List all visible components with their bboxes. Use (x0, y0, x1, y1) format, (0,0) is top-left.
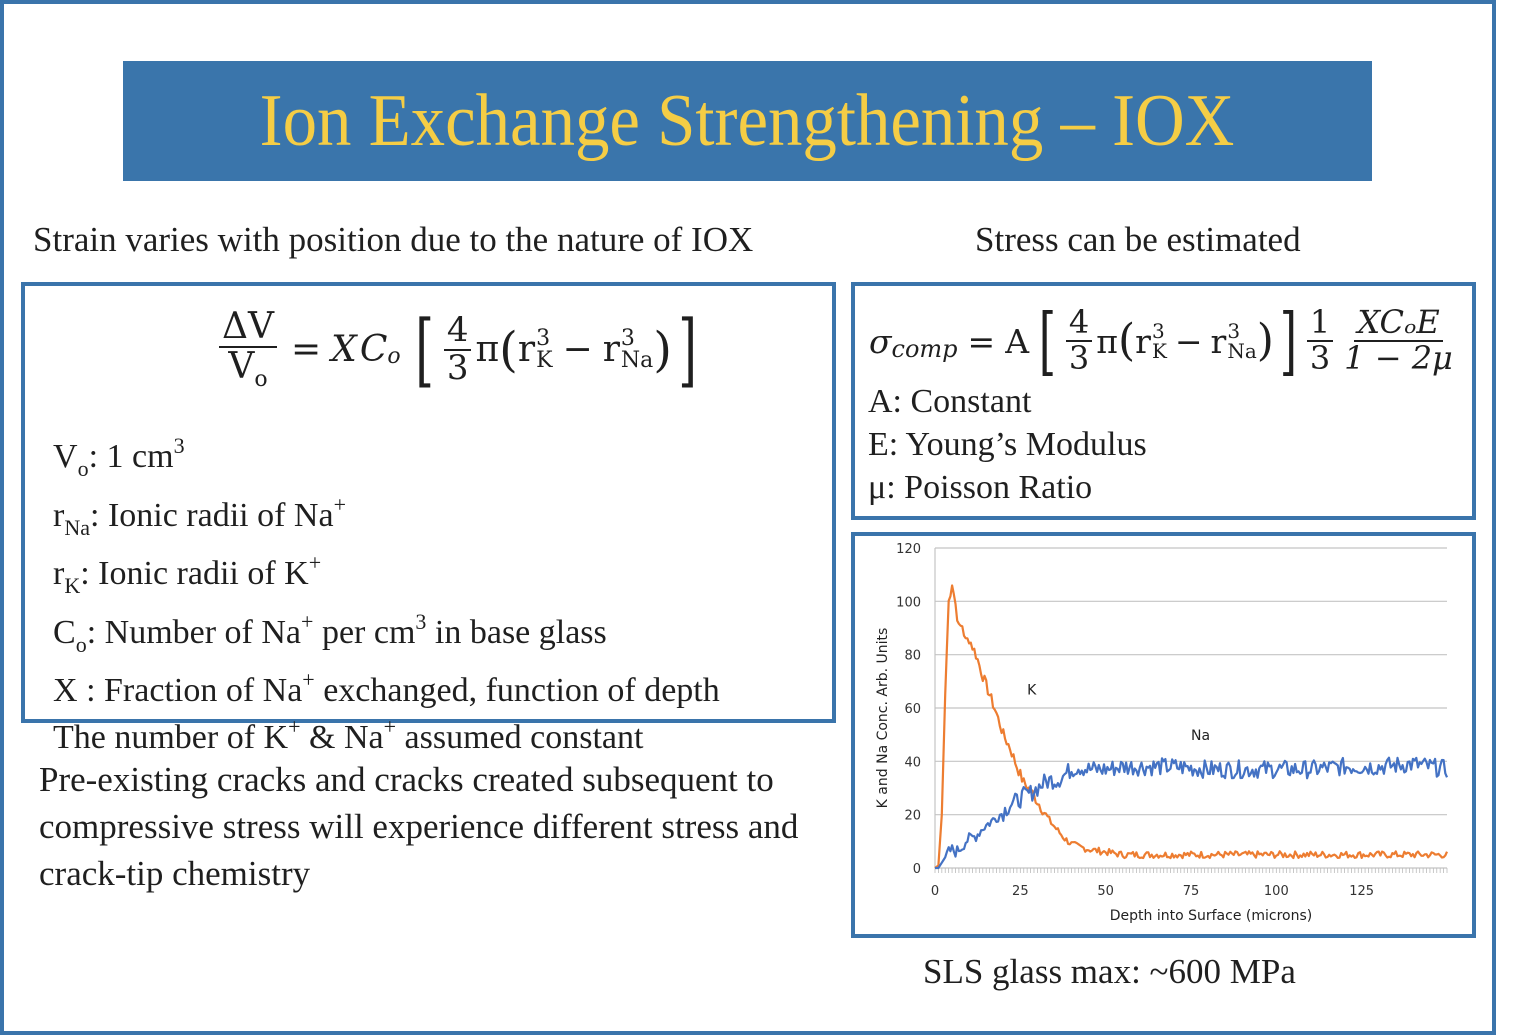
svg-text:100: 100 (896, 595, 921, 610)
title-banner: Ion Exchange Strengthening – IOX (123, 61, 1372, 181)
definition-constant: The number of K+ & Na+ assumed constant (53, 713, 644, 756)
definition-rk: rK: Ionic radii of K+ (53, 550, 322, 599)
svg-text:50: 50 (1097, 884, 1114, 899)
svg-text:40: 40 (904, 755, 921, 770)
chart-axes (934, 548, 1448, 873)
dv-over-vo: ΔV Vo (219, 308, 277, 391)
strain-definitions: Vo: 1 cm3 rNa: Ionic radii of Na+ rK: Io… (53, 434, 720, 761)
definition-x: X : Fraction of Na+ exchanged, function … (53, 667, 720, 710)
definition-vo: Vo: 1 cm3 (53, 433, 185, 482)
right-heading: Stress can be estimated (975, 220, 1301, 259)
svg-text:75: 75 (1183, 884, 1200, 899)
chart-gridlines (935, 547, 1447, 816)
svg-text:25: 25 (1012, 884, 1029, 899)
slide-title: Ion Exchange Strengthening – IOX (260, 79, 1235, 162)
chart-tick-labels: 0 20 40 60 80 100 120 0 25 50 75 100 125 (896, 542, 1374, 899)
svg-text:125: 125 (1349, 884, 1374, 899)
svg-text:120: 120 (896, 542, 921, 557)
svg-text:0: 0 (931, 884, 939, 899)
k-series-line (934, 584, 1449, 869)
svg-text:20: 20 (904, 809, 921, 824)
y-axis-label: K and Na Conc. Arb. Units (875, 628, 891, 809)
svg-text:60: 60 (904, 702, 921, 717)
svg-text:100: 100 (1264, 884, 1289, 899)
definition-a: A: Constant (868, 383, 1032, 420)
svg-text:0: 0 (913, 862, 921, 877)
na-series-line (935, 756, 1449, 870)
definition-mu: μ: Poisson Ratio (868, 469, 1093, 506)
stress-definitions: A: Constant E: Young’s Modulus μ: Poisso… (868, 380, 1147, 509)
k-series-label: K (1027, 683, 1037, 699)
sls-glass-max-note: SLS glass max: ~600 MPa (923, 952, 1296, 991)
concentration-chart-box: 0 20 40 60 80 100 120 0 25 50 75 100 125 K Na Depth … (851, 532, 1476, 938)
svg-text:80: 80 (904, 649, 921, 664)
definition-rna: rNa: Ionic radii of Na+ (53, 491, 346, 540)
x-axis-label: Depth into Surface (microns) (1110, 908, 1312, 924)
definition-co: Co: Number of Na+ per cm3 in base glass (53, 608, 607, 657)
na-series-label: Na (1191, 728, 1210, 744)
crack-paragraph: Pre-existing cracks and cracks created s… (39, 760, 799, 893)
definition-e: E: Young’s Modulus (868, 426, 1147, 463)
left-heading: Strain varies with position due to the n… (33, 220, 754, 259)
concentration-depth-chart: 0 20 40 60 80 100 120 0 25 50 75 100 125 K Na Depth … (875, 542, 1449, 924)
